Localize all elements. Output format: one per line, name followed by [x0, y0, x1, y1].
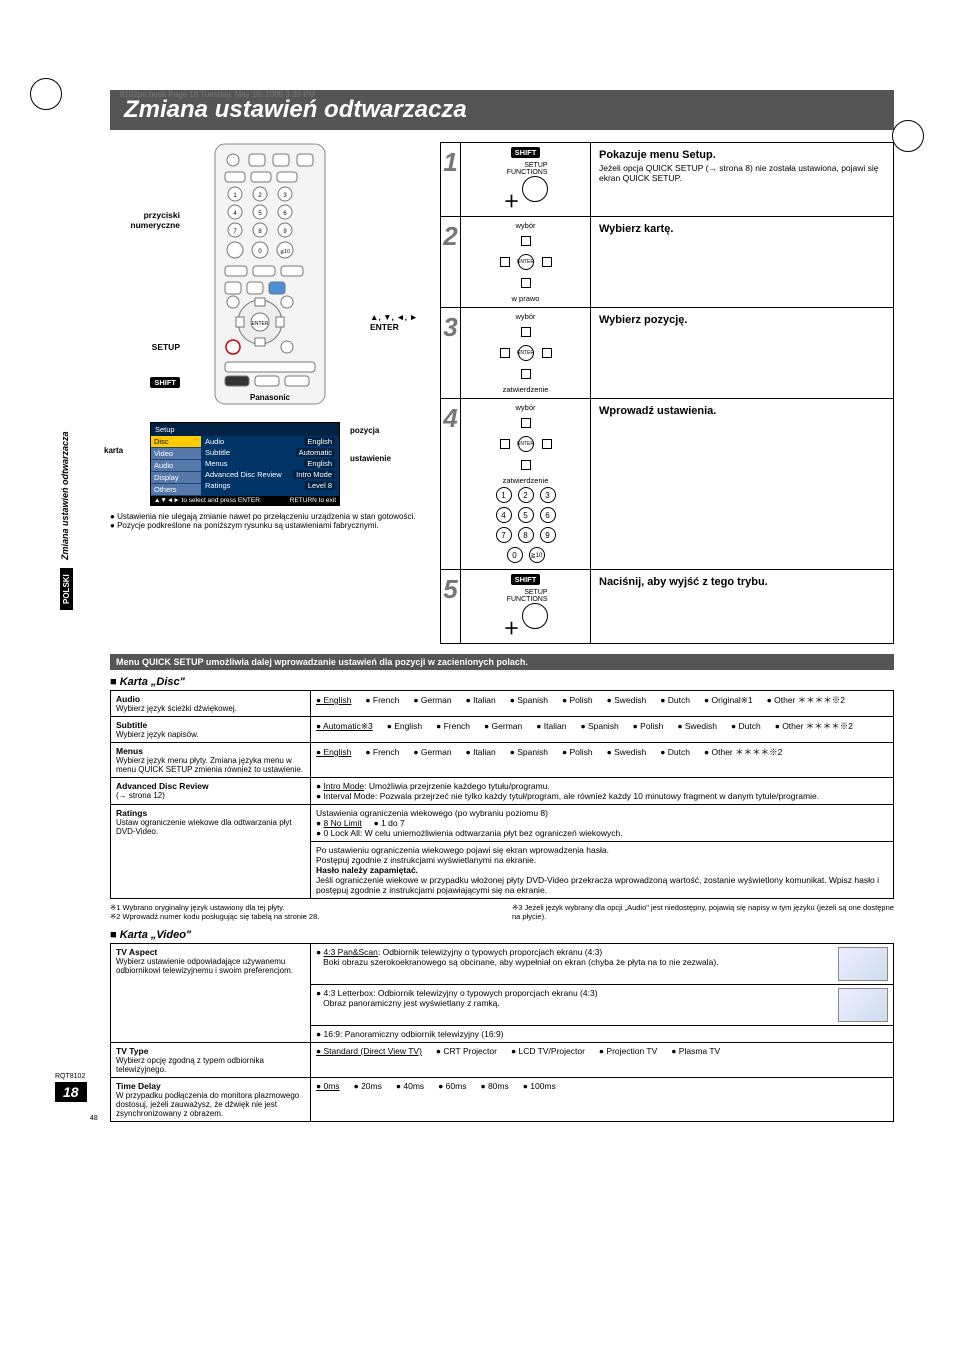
step-row: 5SHIFTSETUP FUNCTIONS＋ Naciśnij, aby wyj… — [441, 570, 893, 643]
osd-foot-right: RETURN to exit — [290, 497, 336, 504]
osd-row: AudioEnglish — [201, 436, 339, 447]
osd-row: Advanced Disc ReviewIntro Mode — [201, 469, 339, 480]
step-text: Pokazuje menu Setup.Jeżeli opcja QUICK S… — [591, 143, 893, 216]
settings-row: RatingsUstaw ograniczenie wiekowe dla od… — [111, 805, 894, 842]
step-glyph: SHIFTSETUP FUNCTIONS＋ — [461, 570, 591, 643]
label-dpad: ▲, ▼, ◄, ► ENTER — [370, 312, 430, 332]
step-row: 1SHIFTSETUP FUNCTIONS＋ Pokazuje menu Set… — [441, 143, 893, 217]
footnotes: ※1 Wybrano oryginalny język ustawiony dl… — [110, 903, 894, 921]
settings-row: SubtitleWybierz język napisów.Automatic※… — [111, 717, 894, 743]
step-text: Naciśnij, aby wyjść z tego trybu. — [591, 570, 893, 643]
settings-row: TV AspectWybierz ustawienie odpowiadając… — [111, 944, 894, 985]
sidebar-section-title: Zmiana ustawień odtwarzacza — [60, 431, 70, 560]
settings-row: AudioWybierz język ścieżki dźwiękowej.En… — [111, 691, 894, 717]
step-row: 4wybórENTERzatwierdzenie1234567890≧10Wpr… — [441, 399, 893, 570]
header-stamp: 8102po.book Page 18 Tuesday, May 10, 200… — [120, 90, 315, 99]
osd-row: SubtitleAutomatic — [201, 447, 339, 458]
step-number: 2 — [441, 217, 461, 307]
step-glyph: wybórENTERw prawo — [461, 217, 591, 307]
page-number: 18 — [55, 1082, 87, 1102]
settings-row: Advanced Disc Review(→ strona 12)● Intro… — [111, 778, 894, 805]
osd-foot-left: ▲▼◄► to select and press ENTER — [154, 497, 260, 504]
step-number: 4 — [441, 399, 461, 569]
disc-table: AudioWybierz język ścieżki dźwiękowej.En… — [110, 690, 894, 899]
label-shift: SHIFT — [150, 377, 180, 388]
osd-row: RatingsLevel 8 — [201, 480, 339, 491]
steps-table: 1SHIFTSETUP FUNCTIONS＋ Pokazuje menu Set… — [440, 142, 894, 644]
remote-diagram: przyciski numeryczne SETUP SHIFT ▲, ▼, ◄… — [110, 142, 430, 644]
step-number: 3 — [441, 308, 461, 398]
section-disc-title: Karta „Disc" — [110, 676, 894, 688]
step-row: 2wybórENTERw prawoWybierz kartę. — [441, 217, 893, 308]
osd-tab: Disc — [151, 436, 201, 448]
settings-row: Time DelayW przypadku podłączenia do mon… — [111, 1078, 894, 1122]
step-glyph: SHIFTSETUP FUNCTIONS＋ — [461, 143, 591, 216]
osd-tab: Audio — [151, 460, 201, 472]
sidebar-lang: POLSKI — [60, 568, 73, 610]
step-text: Wybierz kartę. — [591, 217, 893, 307]
step-glyph: wybórENTERzatwierdzenie — [461, 308, 591, 398]
rqt-code: RQT8102 — [55, 1073, 85, 1080]
osd-row: MenusEnglish — [201, 458, 339, 469]
ptr-pozycja: pozycja — [350, 426, 379, 435]
settings-row: TV TypeWybierz opcję zgodną z typem odbi… — [111, 1043, 894, 1078]
ptr-ustawienie: ustawienie — [350, 454, 391, 463]
tv-thumb — [838, 947, 888, 981]
label-setup: SETUP — [110, 342, 180, 352]
osd-tab: Video — [151, 448, 201, 460]
step-text: Wybierz pozycję. — [591, 308, 893, 398]
osd-tab: Others — [151, 484, 201, 496]
ptr-karta: karta — [104, 446, 123, 455]
quick-setup-bar: Menu QUICK SETUP umożliwia dalej wprowad… — [110, 654, 894, 670]
abs-page-number: 48 — [90, 1115, 98, 1122]
settings-row: MenusWybierz język menu płyty. Zmiana ję… — [111, 743, 894, 778]
osd-tab: Display — [151, 472, 201, 484]
step-number: 5 — [441, 570, 461, 643]
video-table: TV AspectWybierz ustawienie odpowiadając… — [110, 943, 894, 1122]
step-number: 1 — [441, 143, 461, 216]
step-text: Wprowadź ustawienia. — [591, 399, 893, 569]
step-row: 3wybórENTERzatwierdzenieWybierz pozycję. — [441, 308, 893, 399]
step-glyph: wybórENTERzatwierdzenie1234567890≧10 — [461, 399, 591, 569]
osd-title: Setup — [155, 425, 175, 434]
osd-setup-menu: Setup DiscVideoAudioDisplayOthers AudioE… — [150, 422, 340, 506]
label-numeric-keys: przyciski numeryczne — [110, 210, 180, 230]
section-video-title: Karta „Video" — [110, 929, 894, 941]
tv-thumb — [838, 988, 888, 1022]
